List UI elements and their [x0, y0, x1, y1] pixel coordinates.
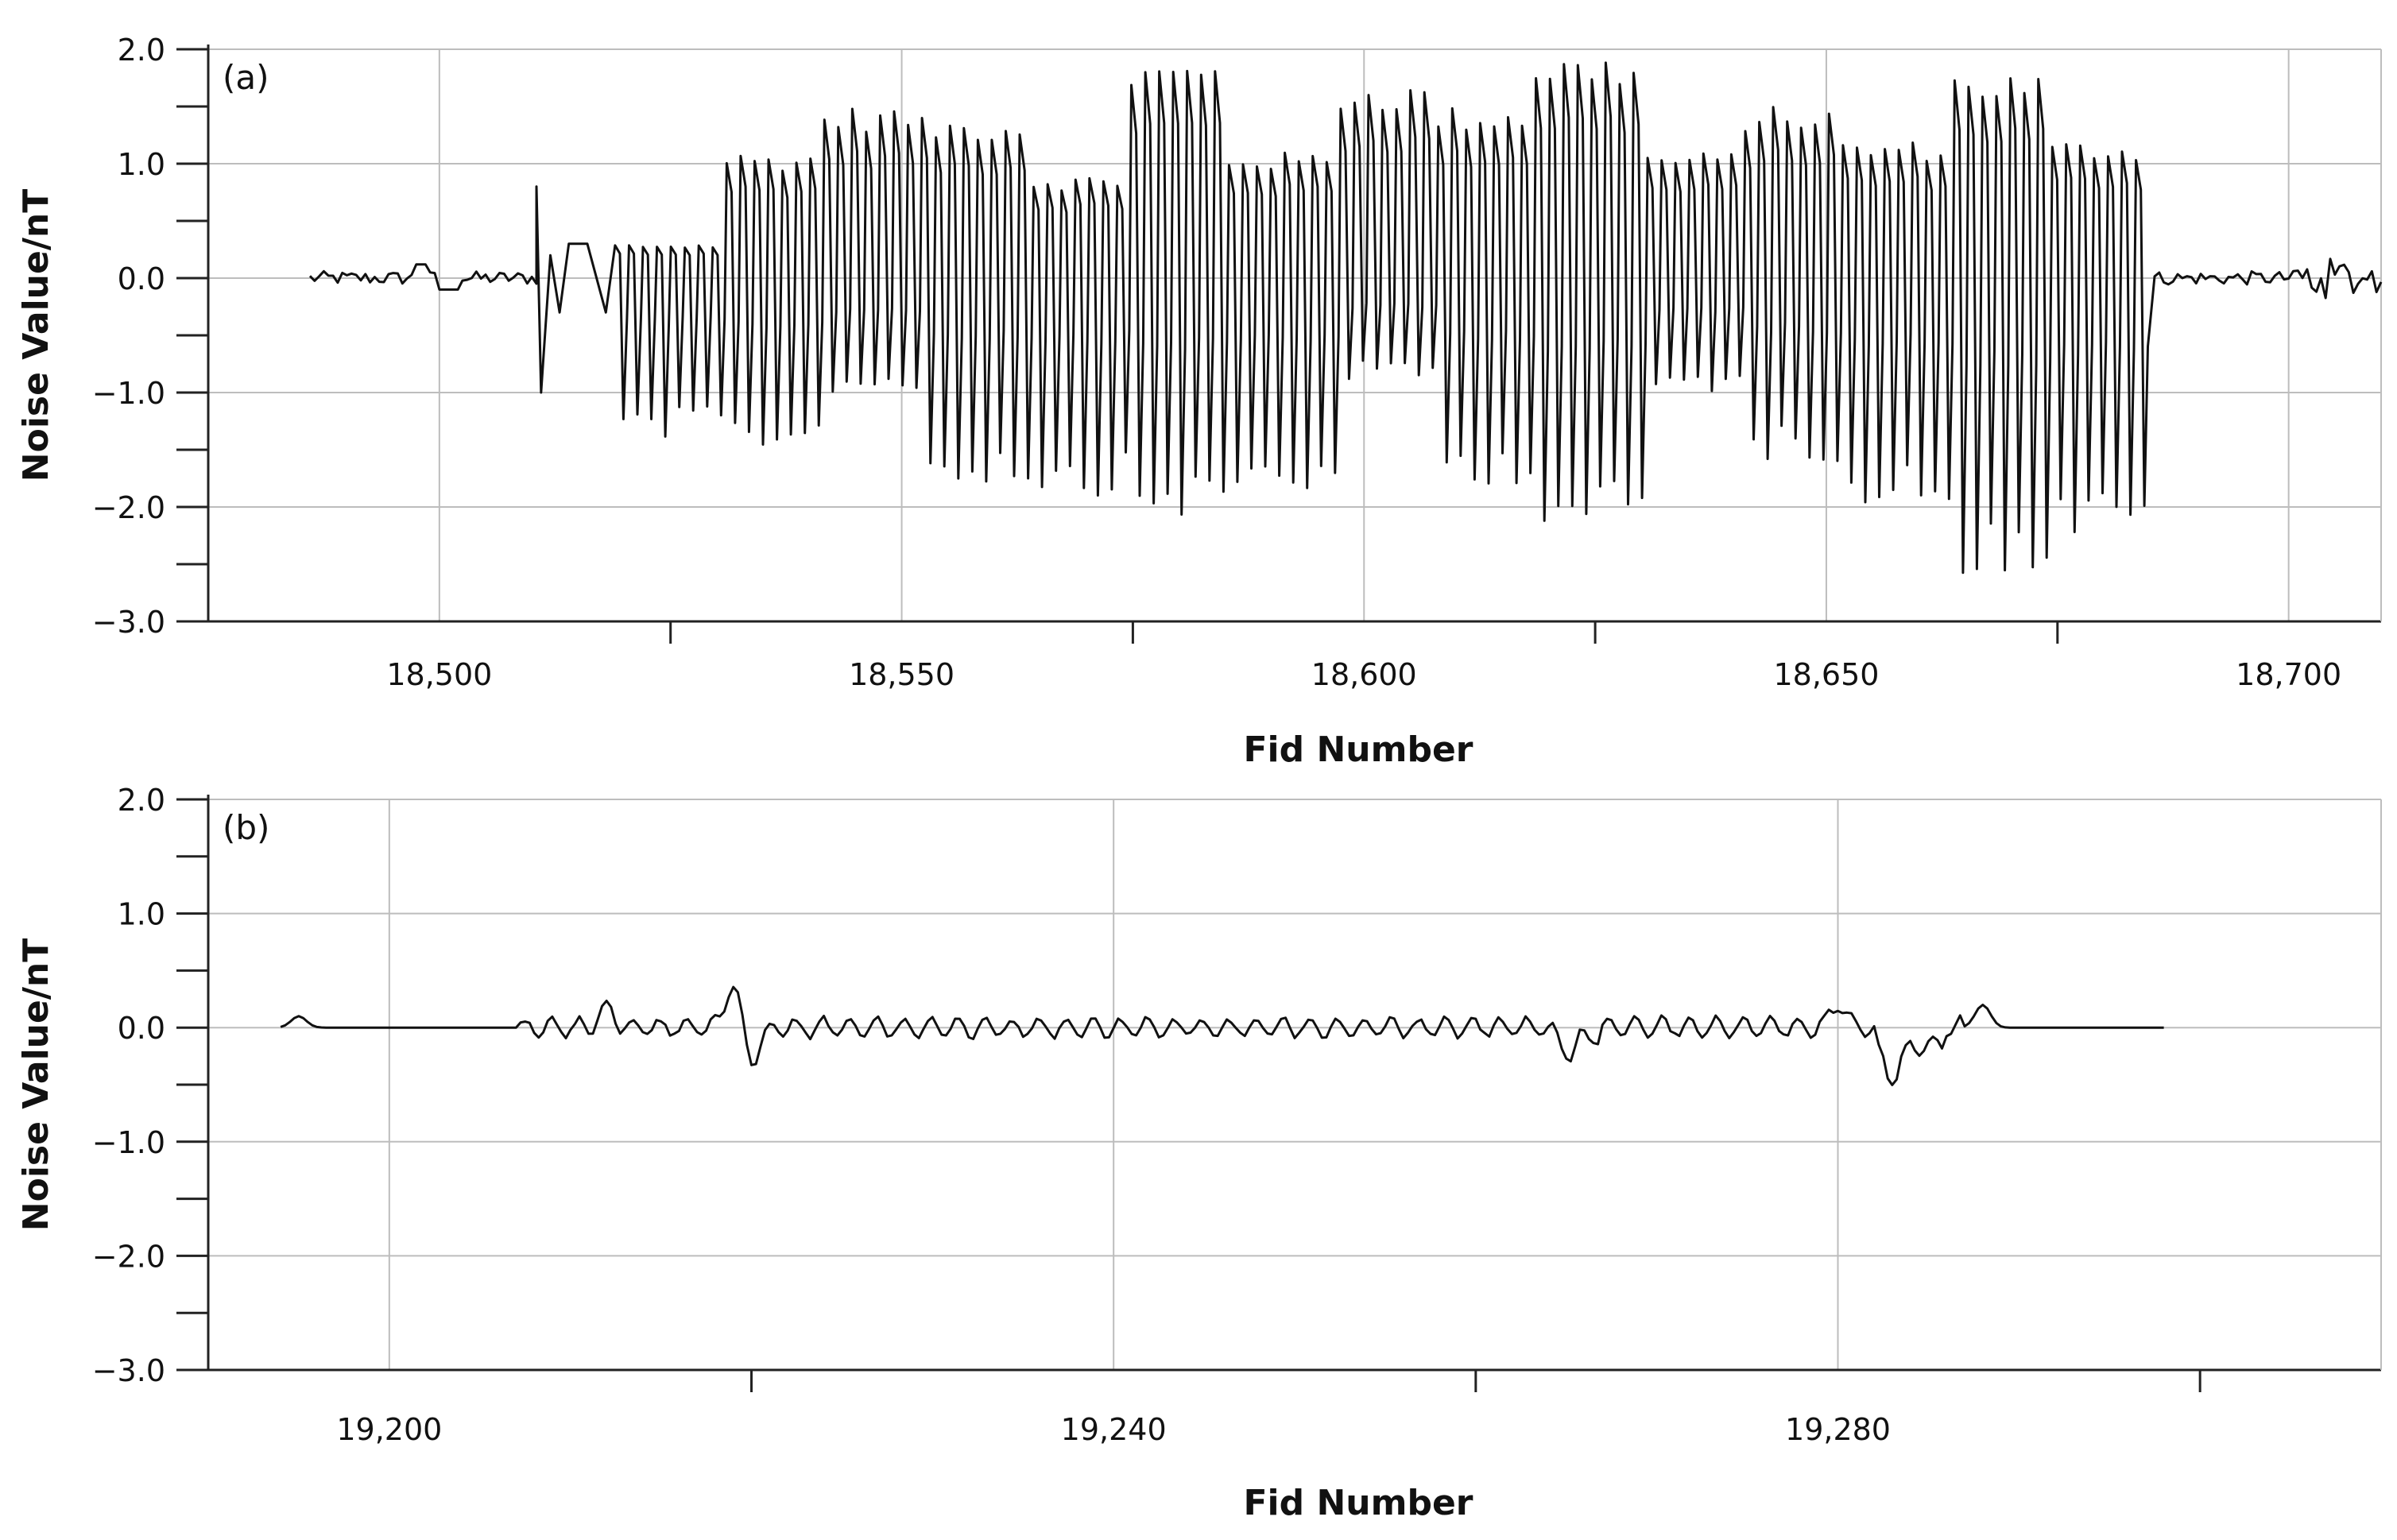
y-tick-label: −2.0	[92, 490, 165, 525]
y-tick-label: 1.0	[118, 147, 165, 182]
panel-label: (b)	[223, 808, 269, 847]
y-tick-label: 0.0	[118, 261, 165, 296]
y-tick-label: −3.0	[92, 605, 165, 640]
panel-label: (a)	[223, 58, 269, 97]
noise-series-line	[308, 61, 2383, 575]
x-tick-label: 18,500	[386, 657, 492, 692]
y-axis-title: Noise Value/nT	[16, 938, 56, 1231]
x-tick-label: 18,700	[2236, 657, 2341, 692]
noise-series-line	[280, 985, 2164, 1086]
x-tick-label: 18,550	[849, 657, 955, 692]
x-tick-label: 19,280	[1785, 1412, 1891, 1447]
chart-panel-a: 2.0 1.0 0.0 −1.0 −2.0 −3.0 18,500 18,550 18,600 1…	[16, 33, 2383, 770]
y-tick-label: 0.0	[118, 1011, 165, 1046]
y-tick-label: −2.0	[92, 1239, 165, 1274]
x-tick-label: 19,200	[336, 1412, 442, 1447]
y-tick-label: −1.0	[92, 1125, 165, 1160]
x-tick-label: 19,240	[1061, 1412, 1167, 1447]
y-tick-label: −1.0	[92, 376, 165, 411]
y-tick-label: 2.0	[118, 783, 165, 818]
x-axis-title: Fid Number	[1244, 1483, 1473, 1523]
y-tick-label: −3.0	[92, 1353, 165, 1388]
chart-panel-b: 2.0 1.0 0.0 −1.0 −2.0 −3.0 19,200 19,240 19,280 F…	[16, 783, 2382, 1523]
x-tick-label: 18,650	[1773, 657, 1879, 692]
y-axis-title: Noise Value/nT	[16, 189, 56, 482]
y-tick-label: 1.0	[118, 897, 165, 932]
y-tick-label: 2.0	[118, 33, 165, 68]
x-axis-title: Fid Number	[1244, 729, 1473, 770]
x-tick-label: 18,600	[1311, 657, 1417, 692]
